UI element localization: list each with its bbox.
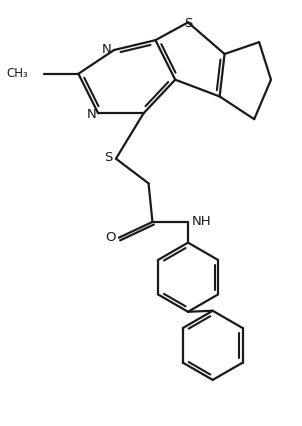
Text: NH: NH <box>192 216 212 228</box>
Text: N: N <box>86 108 96 121</box>
Text: S: S <box>104 151 112 164</box>
Text: O: O <box>106 231 116 244</box>
Text: N: N <box>102 43 112 55</box>
Text: S: S <box>184 17 192 30</box>
Text: CH₃: CH₃ <box>6 67 28 80</box>
